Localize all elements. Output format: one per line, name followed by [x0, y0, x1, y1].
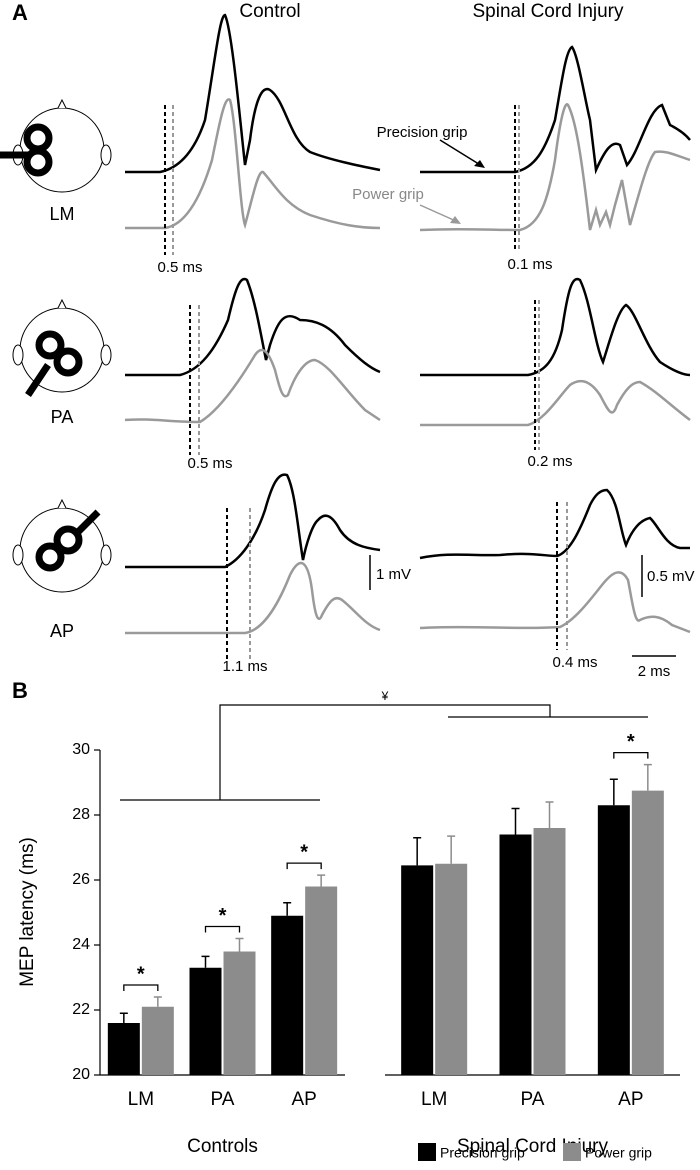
- error-bar: [447, 835, 456, 864]
- y-axis-title: MEP latency (ms): [17, 837, 38, 987]
- bar: [499, 834, 532, 1075]
- bar: [223, 951, 256, 1075]
- delay-label: 1.1 ms: [222, 658, 267, 675]
- error-bar: [153, 996, 162, 1007]
- x-tick-label: PA: [521, 1089, 545, 1110]
- row-label: LM: [49, 204, 74, 224]
- heads: [0, 98, 112, 593]
- delay-label: 0.4 ms: [552, 654, 597, 671]
- bar: [631, 790, 664, 1075]
- column-title: Spinal Cord Injury: [472, 1, 624, 22]
- error-bar: [545, 801, 554, 828]
- significance-label: *: [300, 841, 308, 863]
- column-title: Control: [239, 1, 300, 22]
- y-tick-label: 28: [72, 806, 90, 823]
- trace-label: Precision grip: [377, 124, 468, 141]
- bar: [141, 1006, 174, 1075]
- bar: [271, 915, 304, 1075]
- delay-label: 0.2 ms: [527, 453, 572, 470]
- delay-label: 0.5 ms: [157, 259, 202, 276]
- error-bar: [317, 874, 326, 887]
- bar: [189, 967, 222, 1075]
- significance-label: *: [627, 731, 635, 753]
- error-bar: [413, 837, 422, 866]
- panel-label: A: [12, 0, 28, 25]
- error-bar: [609, 778, 618, 806]
- panel-label: B: [12, 678, 28, 703]
- significance-bracket: [123, 984, 159, 991]
- y-tick-label: 20: [72, 1066, 90, 1083]
- group-label: Controls: [187, 1136, 258, 1157]
- x-tick-label: LM: [128, 1089, 154, 1110]
- significance-bracket: [613, 751, 649, 759]
- bar: [435, 863, 468, 1075]
- group-bracket: [120, 704, 648, 801]
- significance-label: *: [219, 905, 227, 927]
- error-bar: [119, 1012, 128, 1023]
- bar: [401, 865, 434, 1075]
- legend-swatch: [563, 1143, 581, 1161]
- error-bar: [643, 763, 652, 791]
- y-tick-label: 24: [72, 936, 90, 953]
- error-bar: [283, 902, 292, 916]
- significance-bracket: [204, 925, 241, 933]
- row-label: AP: [50, 621, 74, 641]
- trace-label: Power grip: [352, 186, 424, 203]
- x-tick-label: PA: [211, 1089, 235, 1110]
- bar: [597, 805, 630, 1075]
- legend-label: Precision grip: [440, 1145, 525, 1161]
- bar: [533, 828, 566, 1075]
- x-tick-label: AP: [291, 1089, 316, 1110]
- y-tick-label: 26: [72, 871, 90, 888]
- delay-label: 0.1 ms: [507, 256, 552, 273]
- x-tick-label: LM: [421, 1089, 447, 1110]
- bar: [107, 1023, 140, 1075]
- scale-label: 1 mV: [376, 566, 411, 583]
- legend-label: Power grip: [585, 1145, 652, 1161]
- legend-swatch: [418, 1143, 436, 1161]
- significance-bracket: [286, 862, 322, 870]
- group-annotation: ¥: [381, 689, 389, 703]
- bar: [305, 886, 338, 1075]
- error-bar: [201, 955, 210, 968]
- x-tick-label: AP: [618, 1089, 643, 1110]
- significance-label: *: [137, 963, 145, 985]
- row-label: PA: [51, 407, 74, 427]
- scale-label: 0.5 mV: [647, 568, 695, 585]
- traces: [124, 13, 691, 660]
- y-tick-label: 22: [72, 1001, 90, 1018]
- error-bar: [235, 937, 244, 952]
- y-tick-label: 30: [72, 741, 90, 758]
- scale-label: 2 ms: [638, 663, 671, 680]
- delay-label: 0.5 ms: [187, 455, 232, 472]
- error-bar: [511, 807, 520, 835]
